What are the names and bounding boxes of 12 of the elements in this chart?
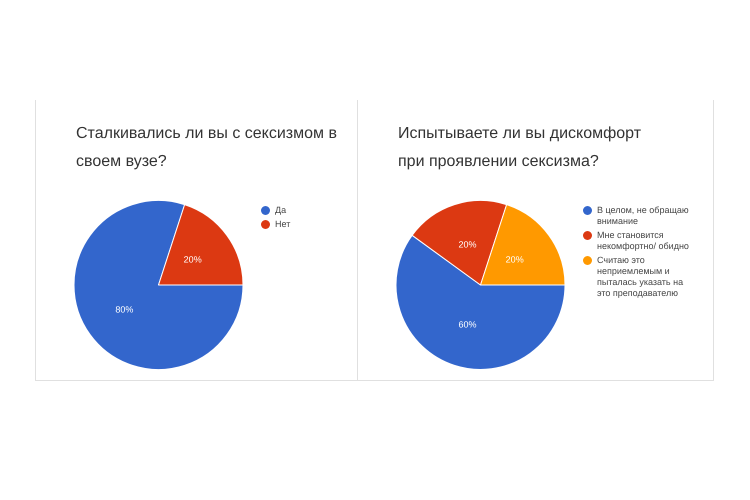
legend-label: Мне становится некомфортно/ обидно: [597, 230, 690, 252]
chart-title: Сталкивались ли вы с сексизмом в своем вузе?: [76, 124, 338, 172]
legend-label: Нет: [275, 219, 290, 230]
data-label: 20%: [184, 254, 202, 265]
data-label: 80%: [115, 304, 134, 314]
legend-label: Считаю это неприемлемым и пыталась указать на это преподавателю: [597, 255, 684, 299]
legend-label: В целом, не обращаю внимание: [597, 205, 690, 227]
data-label: 60%: [458, 320, 476, 330]
data-label: 20%: [506, 254, 524, 265]
legend-label: Да: [275, 205, 286, 216]
chart-title: Испытываете ли вы дискомфорт при проявлении сексизма?: [398, 124, 642, 172]
data-label: 20%: [458, 239, 476, 250]
